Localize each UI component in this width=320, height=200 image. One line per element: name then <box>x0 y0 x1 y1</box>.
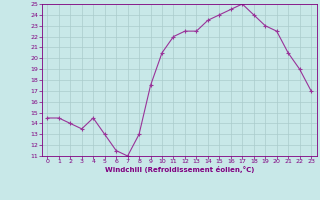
X-axis label: Windchill (Refroidissement éolien,°C): Windchill (Refroidissement éolien,°C) <box>105 166 254 173</box>
